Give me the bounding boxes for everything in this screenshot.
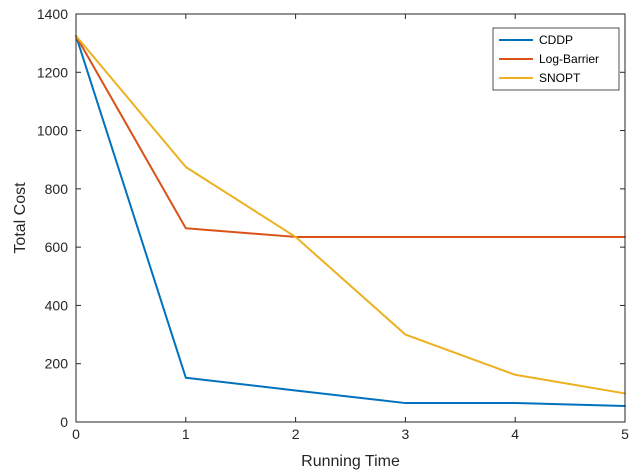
legend: CDDP Log-Barrier SNOPT bbox=[492, 27, 620, 91]
y-tick-label: 0 bbox=[60, 414, 68, 430]
y-axis-label: Total Cost bbox=[12, 182, 29, 254]
y-tick-label: 1000 bbox=[37, 123, 68, 139]
y-tick-label: 200 bbox=[45, 356, 69, 372]
x-axis-ticks: 0 1 2 3 4 5 bbox=[72, 14, 629, 442]
x-tick-label: 0 bbox=[72, 426, 80, 442]
y-tick-label: 800 bbox=[45, 181, 69, 197]
legend-label: Log-Barrier bbox=[539, 52, 599, 66]
series-line-cddp bbox=[75, 34, 626, 407]
axes-box bbox=[75, 13, 626, 423]
legend-label: CDDP bbox=[539, 33, 573, 47]
x-tick-label: 3 bbox=[402, 426, 410, 442]
x-tick-label: 5 bbox=[621, 426, 629, 442]
y-tick-label: 1400 bbox=[37, 6, 68, 22]
plot-area bbox=[75, 34, 626, 407]
legend-label: SNOPT bbox=[539, 71, 581, 85]
series-line-log-barrier bbox=[75, 34, 626, 238]
x-axis-label: Running Time bbox=[301, 453, 400, 470]
series-line-snopt bbox=[75, 34, 626, 395]
y-tick-label: 600 bbox=[45, 239, 69, 255]
x-tick-label: 2 bbox=[292, 426, 300, 442]
axes bbox=[75, 13, 626, 423]
x-tick-label: 4 bbox=[511, 426, 519, 442]
x-tick-label: 1 bbox=[182, 426, 190, 442]
y-axis-ticks: 0 200 400 600 800 1000 1200 1400 bbox=[37, 6, 625, 430]
y-tick-label: 400 bbox=[45, 297, 69, 313]
y-tick-label: 1200 bbox=[37, 64, 68, 80]
